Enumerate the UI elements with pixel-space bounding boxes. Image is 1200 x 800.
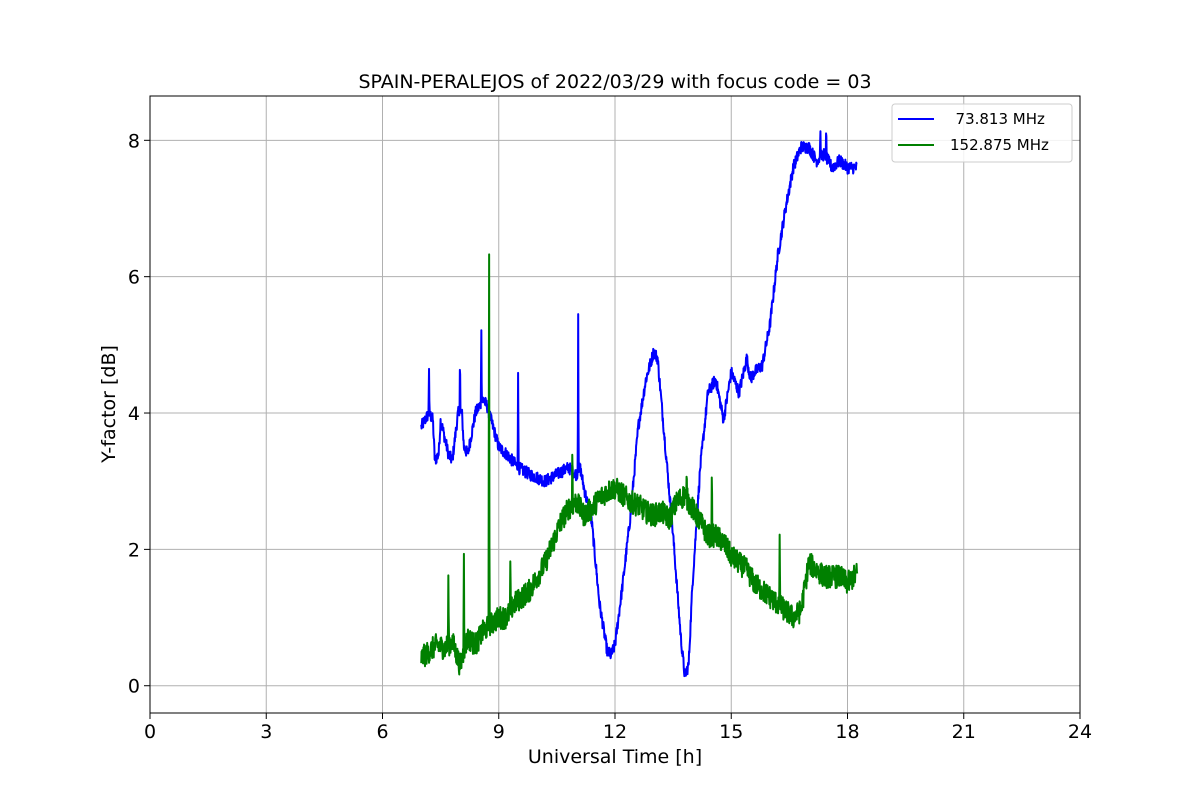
x-tick-label: 24 (1068, 721, 1092, 743)
series-line-73mhz (420, 130, 858, 678)
x-tick-label: 18 (835, 721, 859, 743)
legend-label-152mhz: 152.875 MHz (950, 136, 1049, 154)
y-tick-label: 8 (128, 130, 140, 152)
x-tick-label: 21 (952, 721, 976, 743)
legend: 73.813 MHz 152.875 MHz (891, 103, 1073, 163)
x-tick-label: 0 (144, 721, 156, 743)
legend-label-73mhz: 73.813 MHz (946, 110, 1045, 128)
x-axis-label: Universal Time [h] (528, 746, 702, 768)
x-tick-label: 12 (603, 721, 627, 743)
y-axis-label: Y-factor [dB] (98, 345, 120, 464)
y-tick-label: 4 (128, 403, 140, 425)
y-tick-label: 2 (128, 539, 140, 561)
x-axis-ticks: 0 3 6 9 12 15 18 21 24 (144, 713, 1092, 743)
legend-box (891, 103, 1073, 163)
x-tick-label: 9 (493, 721, 505, 743)
y-tick-label: 6 (128, 267, 140, 289)
series-line-152mhz (420, 253, 859, 676)
chart-title: SPAIN-PERALEJOS of 2022/03/29 with focus… (358, 71, 871, 93)
x-tick-label: 6 (376, 721, 388, 743)
x-tick-label: 3 (260, 721, 272, 743)
y-tick-label: 0 (128, 676, 140, 698)
y-axis-ticks: 0 2 4 6 8 (128, 130, 150, 698)
x-tick-label: 15 (719, 721, 743, 743)
series-layer (420, 130, 859, 678)
